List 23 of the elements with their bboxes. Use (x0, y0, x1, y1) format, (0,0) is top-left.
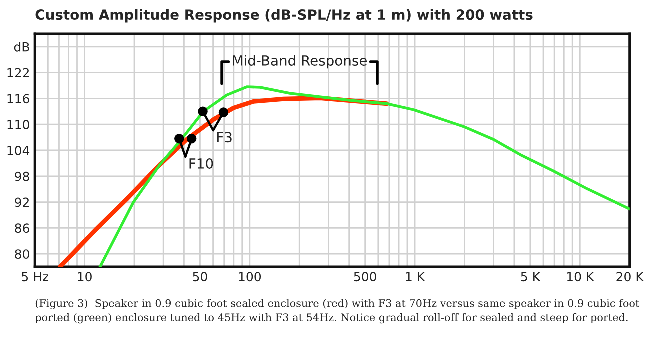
x-tick-label: 10 (78, 272, 92, 282)
x-tick-label: 5 Hz (22, 272, 49, 282)
y-tick-label: 110 (8, 120, 30, 130)
x-tick-label: 100 (239, 272, 262, 282)
y-tick-label: 104 (8, 146, 30, 156)
x-tick-label: 20 K (616, 272, 644, 282)
x-tick-label: 5 K (521, 272, 541, 282)
y-tick-label: 122 (8, 68, 29, 78)
annotation: Mid-Band Response (233, 55, 367, 69)
y-tick-label: 98 (15, 172, 30, 182)
y-tick-label: 80 (15, 250, 30, 260)
y-tick-label: 116 (8, 94, 30, 104)
annotation: F10 (190, 158, 214, 169)
x-tick-label: 10 K (567, 272, 594, 282)
annotation: F3 (218, 132, 232, 143)
text: (Figure 3) Speaker in 0.9 cubic foot sealed enclosure (red) with F3 at 70Hz versus same speaker in 0.9 cubic foot ported (green) enclosure tuned to 45Hz with F3 at 54Hz. Notice gradual roll-off for sealed and steep for ported. (35, 299, 640, 324)
x-tick-label: 1 K (406, 272, 426, 282)
y-tick-label: 86 (15, 224, 30, 234)
x-tick-label: 500 (354, 272, 376, 282)
chart-title: Custom Amplitude Response (dB-SPL/Hz at 1 m) with 200 watts (36, 9, 533, 23)
x-tick-label: 50 (193, 272, 208, 282)
y-tick-label: 92 (15, 198, 29, 208)
y-tick-label: dB (14, 42, 30, 52)
